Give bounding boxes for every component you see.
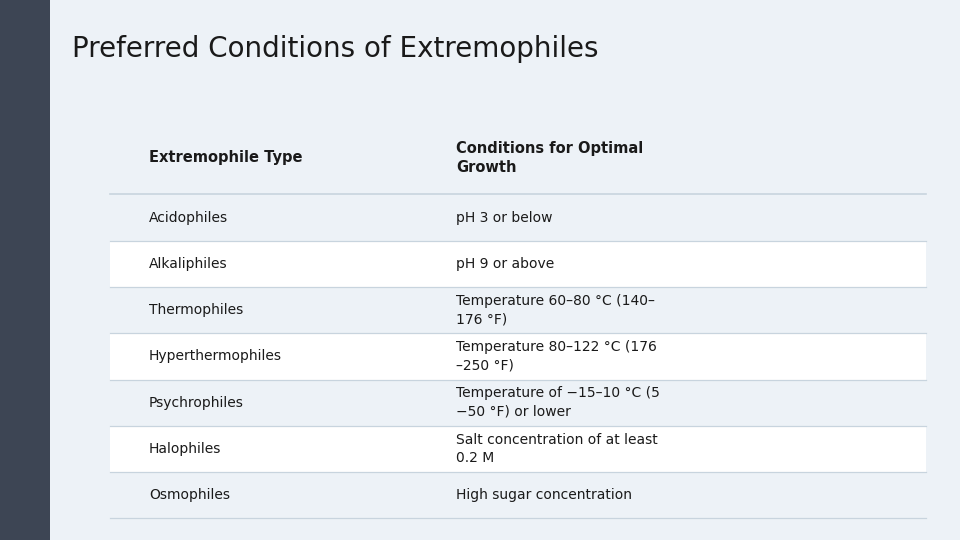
Text: Thermophiles: Thermophiles	[149, 303, 243, 317]
Text: Temperature 60–80 °C (140–
176 °F): Temperature 60–80 °C (140– 176 °F)	[456, 294, 655, 326]
Text: Psychrophiles: Psychrophiles	[149, 396, 244, 410]
Text: Extremophile Type: Extremophile Type	[149, 151, 302, 165]
Text: Osmophiles: Osmophiles	[149, 488, 229, 502]
Text: Temperature 80–122 °C (176
–250 °F): Temperature 80–122 °C (176 –250 °F)	[456, 340, 657, 373]
Text: Acidophiles: Acidophiles	[149, 211, 228, 225]
Text: Alkaliphiles: Alkaliphiles	[149, 257, 228, 271]
Text: High sugar concentration: High sugar concentration	[456, 488, 632, 502]
Text: pH 9 or above: pH 9 or above	[456, 257, 554, 271]
Text: pH 3 or below: pH 3 or below	[456, 211, 553, 225]
Text: Preferred Conditions of Extremophiles: Preferred Conditions of Extremophiles	[72, 35, 598, 63]
Text: Halophiles: Halophiles	[149, 442, 221, 456]
Text: Hyperthermophiles: Hyperthermophiles	[149, 349, 282, 363]
Text: Temperature of −15–10 °C (5
−50 °F) or lower: Temperature of −15–10 °C (5 −50 °F) or l…	[456, 387, 660, 419]
Text: Salt concentration of at least
0.2 M: Salt concentration of at least 0.2 M	[456, 433, 658, 465]
Text: Conditions for Optimal
Growth: Conditions for Optimal Growth	[456, 140, 643, 176]
